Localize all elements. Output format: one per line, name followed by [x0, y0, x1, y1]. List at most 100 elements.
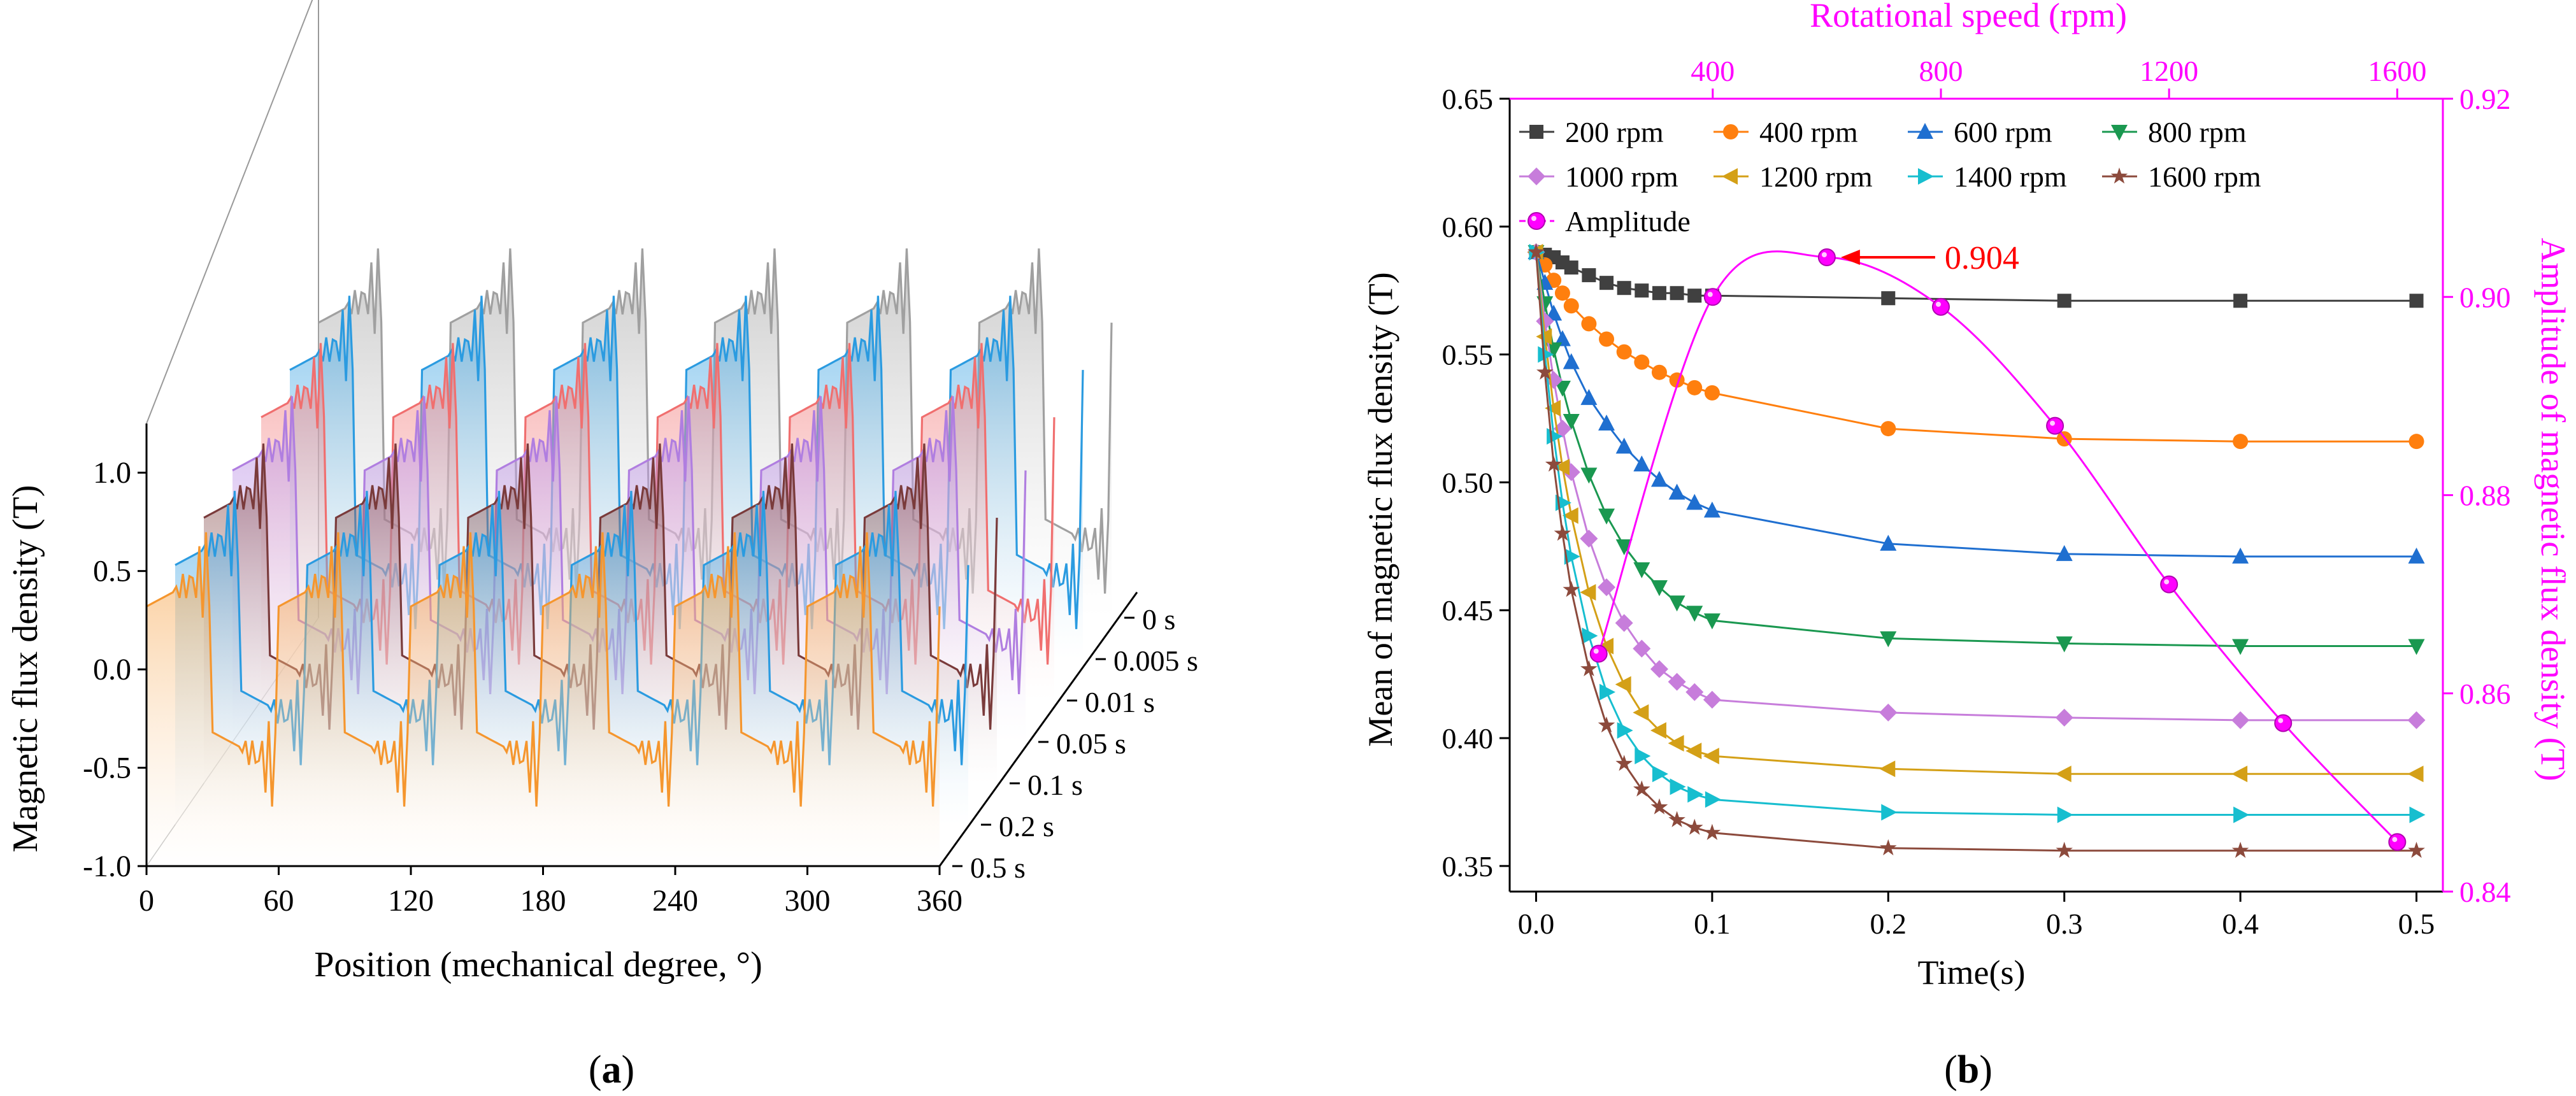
series-point-1200rpm — [1580, 584, 1596, 601]
series-point-1200rpm — [1668, 735, 1684, 752]
series-point-1600rpm — [2231, 841, 2249, 858]
series-point-400rpm — [1687, 380, 1703, 395]
series-point-1000rpm — [2231, 711, 2250, 729]
series-point-600rpm — [1650, 471, 1668, 487]
panel-a-caption-open: ( — [589, 1048, 602, 1092]
depth-tick-label: 0 s — [1142, 603, 1175, 636]
series-line-1600rpm — [1535, 252, 2417, 852]
legend-label: 600 rpm — [1954, 116, 2052, 148]
series-point-1200rpm — [1553, 459, 1570, 476]
series-point-1200rpm — [1545, 399, 1561, 416]
series-point-1400rpm — [1582, 627, 1598, 644]
x2-tick-label: 1600 — [2368, 55, 2426, 87]
amplitude-point — [1703, 288, 1722, 306]
series-point-800rpm — [1880, 631, 1897, 648]
series-point-1400rpm — [1599, 683, 1616, 701]
y2-tick-label: 0.86 — [2459, 678, 2511, 710]
series-point-1600rpm — [1668, 811, 1685, 827]
series-point-1000rpm — [1650, 660, 1668, 678]
depth-tick-label: 0.2 s — [999, 810, 1054, 843]
series-point-600rpm — [1615, 438, 1633, 454]
x-tick-label: 60 — [264, 884, 294, 918]
series-point-600rpm — [1563, 353, 1580, 369]
series-point-1200rpm — [1598, 637, 1614, 655]
y2-tick-label: 0.84 — [2459, 876, 2511, 908]
legend-label: 1200 rpm — [1759, 160, 1873, 193]
x-tick-label: 120 — [388, 884, 434, 918]
series-point-600rpm — [1880, 534, 1897, 551]
series-point-200rpm — [2233, 294, 2248, 308]
amplitude-point-highlight — [2278, 718, 2284, 723]
series-point-1400rpm — [1635, 748, 1651, 765]
panel-a-caption: (a) — [589, 1048, 634, 1092]
legend-swatch-marker — [1918, 168, 1934, 185]
y-tick-label: 0.0 — [93, 653, 131, 687]
series-point-1000rpm — [2055, 708, 2073, 727]
series-point-400rpm — [1704, 385, 1720, 401]
amplitude-point — [2388, 833, 2407, 851]
legend-label: 200 rpm — [1565, 116, 1664, 148]
series-point-1200rpm — [1633, 704, 1649, 721]
x-tick-label: 0.5 — [2398, 907, 2435, 940]
amplitude-point — [1931, 297, 1950, 316]
panel-b-caption-close: ) — [1979, 1048, 1993, 1092]
series-point-1000rpm — [1580, 529, 1598, 548]
series-point-400rpm — [1880, 421, 1896, 437]
y2-tick-label: 0.92 — [2459, 83, 2511, 115]
y2-tick-label: 0.88 — [2459, 480, 2511, 512]
x-tick-label: 0.3 — [2046, 907, 2083, 940]
slice-line-0.2s — [175, 490, 970, 765]
series-point-1600rpm — [1703, 823, 1721, 840]
slice-line-0s — [318, 248, 1113, 594]
panel-b-caption: (b) — [1944, 1048, 1993, 1092]
series-point-1600rpm — [1554, 524, 1571, 541]
x-tick-label: 0.2 — [1870, 907, 1907, 940]
series-point-200rpm — [1670, 286, 1684, 301]
series-point-1600rpm — [1633, 780, 1650, 797]
series-point-1400rpm — [1652, 765, 1668, 783]
series-point-1000rpm — [1879, 703, 1898, 722]
x-tick-label: 0.4 — [2222, 907, 2259, 940]
series-line-800rpm — [1535, 252, 2417, 647]
legend-swatch-marker — [1528, 212, 1545, 230]
series-point-600rpm — [1633, 455, 1650, 472]
panel-b: 0.0 0.1 0.2 0.3 0.4 0.5 0.35 0.40 0.45 0.50 0.55 0.… — [1361, 0, 2572, 1092]
series-point-1000rpm — [2407, 711, 2426, 729]
series-point-1000rpm — [1615, 614, 1633, 632]
amplitude-point-highlight — [1935, 301, 1941, 307]
series-point-800rpm — [1686, 606, 1703, 622]
series-point-200rpm — [2409, 294, 2424, 308]
y-tick-label: 0.60 — [1442, 211, 1494, 243]
x-tick-label: 300 — [785, 884, 831, 918]
series-point-1600rpm — [1685, 818, 1703, 835]
series-point-1400rpm — [1670, 778, 1686, 795]
slice-line-0.01s — [261, 343, 1055, 665]
series-point-1400rpm — [1881, 804, 1898, 821]
legend-item-Amplitude: Amplitude — [1519, 205, 1691, 238]
y-tick-label: -0.5 — [83, 751, 131, 785]
amplitude-point-highlight — [1821, 252, 1827, 257]
series-point-400rpm — [2408, 434, 2424, 450]
legend-item-800rpm: 800 rpm — [2102, 116, 2247, 148]
legend-item-600rpm: 600 rpm — [1908, 116, 2052, 148]
panel-a-axes: 0 60 120 180 240 300 360 1.0 0.5 0.0 -0.5 -1.0 0 s 0.… — [83, 423, 1198, 918]
series-point-1400rpm — [1687, 786, 1704, 803]
amplitude-point-highlight — [1593, 648, 1599, 654]
y2-tick-label: 0.90 — [2459, 281, 2511, 313]
series-point-800rpm — [1668, 595, 1685, 612]
depth-tick-label: 0.05 s — [1056, 727, 1126, 760]
legend-label: 1400 rpm — [1954, 160, 2067, 193]
legend-swatch-marker — [2110, 167, 2128, 184]
series-point-1600rpm — [1880, 839, 1897, 856]
y-tick-label: 0.55 — [1442, 339, 1494, 371]
panel-b-series — [1527, 243, 2426, 858]
series-point-400rpm — [1634, 354, 1650, 370]
slice-line-0.1s — [203, 443, 998, 730]
series-point-400rpm — [1581, 316, 1597, 332]
legend-label: 1000 rpm — [1565, 160, 1678, 193]
x-tick-label: 0.0 — [1518, 907, 1555, 940]
amplitude-point-highlight — [1707, 292, 1713, 297]
annotation-arrowhead — [1840, 250, 1860, 265]
legend-item-1000rpm: 1000 rpm — [1519, 160, 1678, 193]
series-point-1200rpm — [2055, 765, 2072, 783]
